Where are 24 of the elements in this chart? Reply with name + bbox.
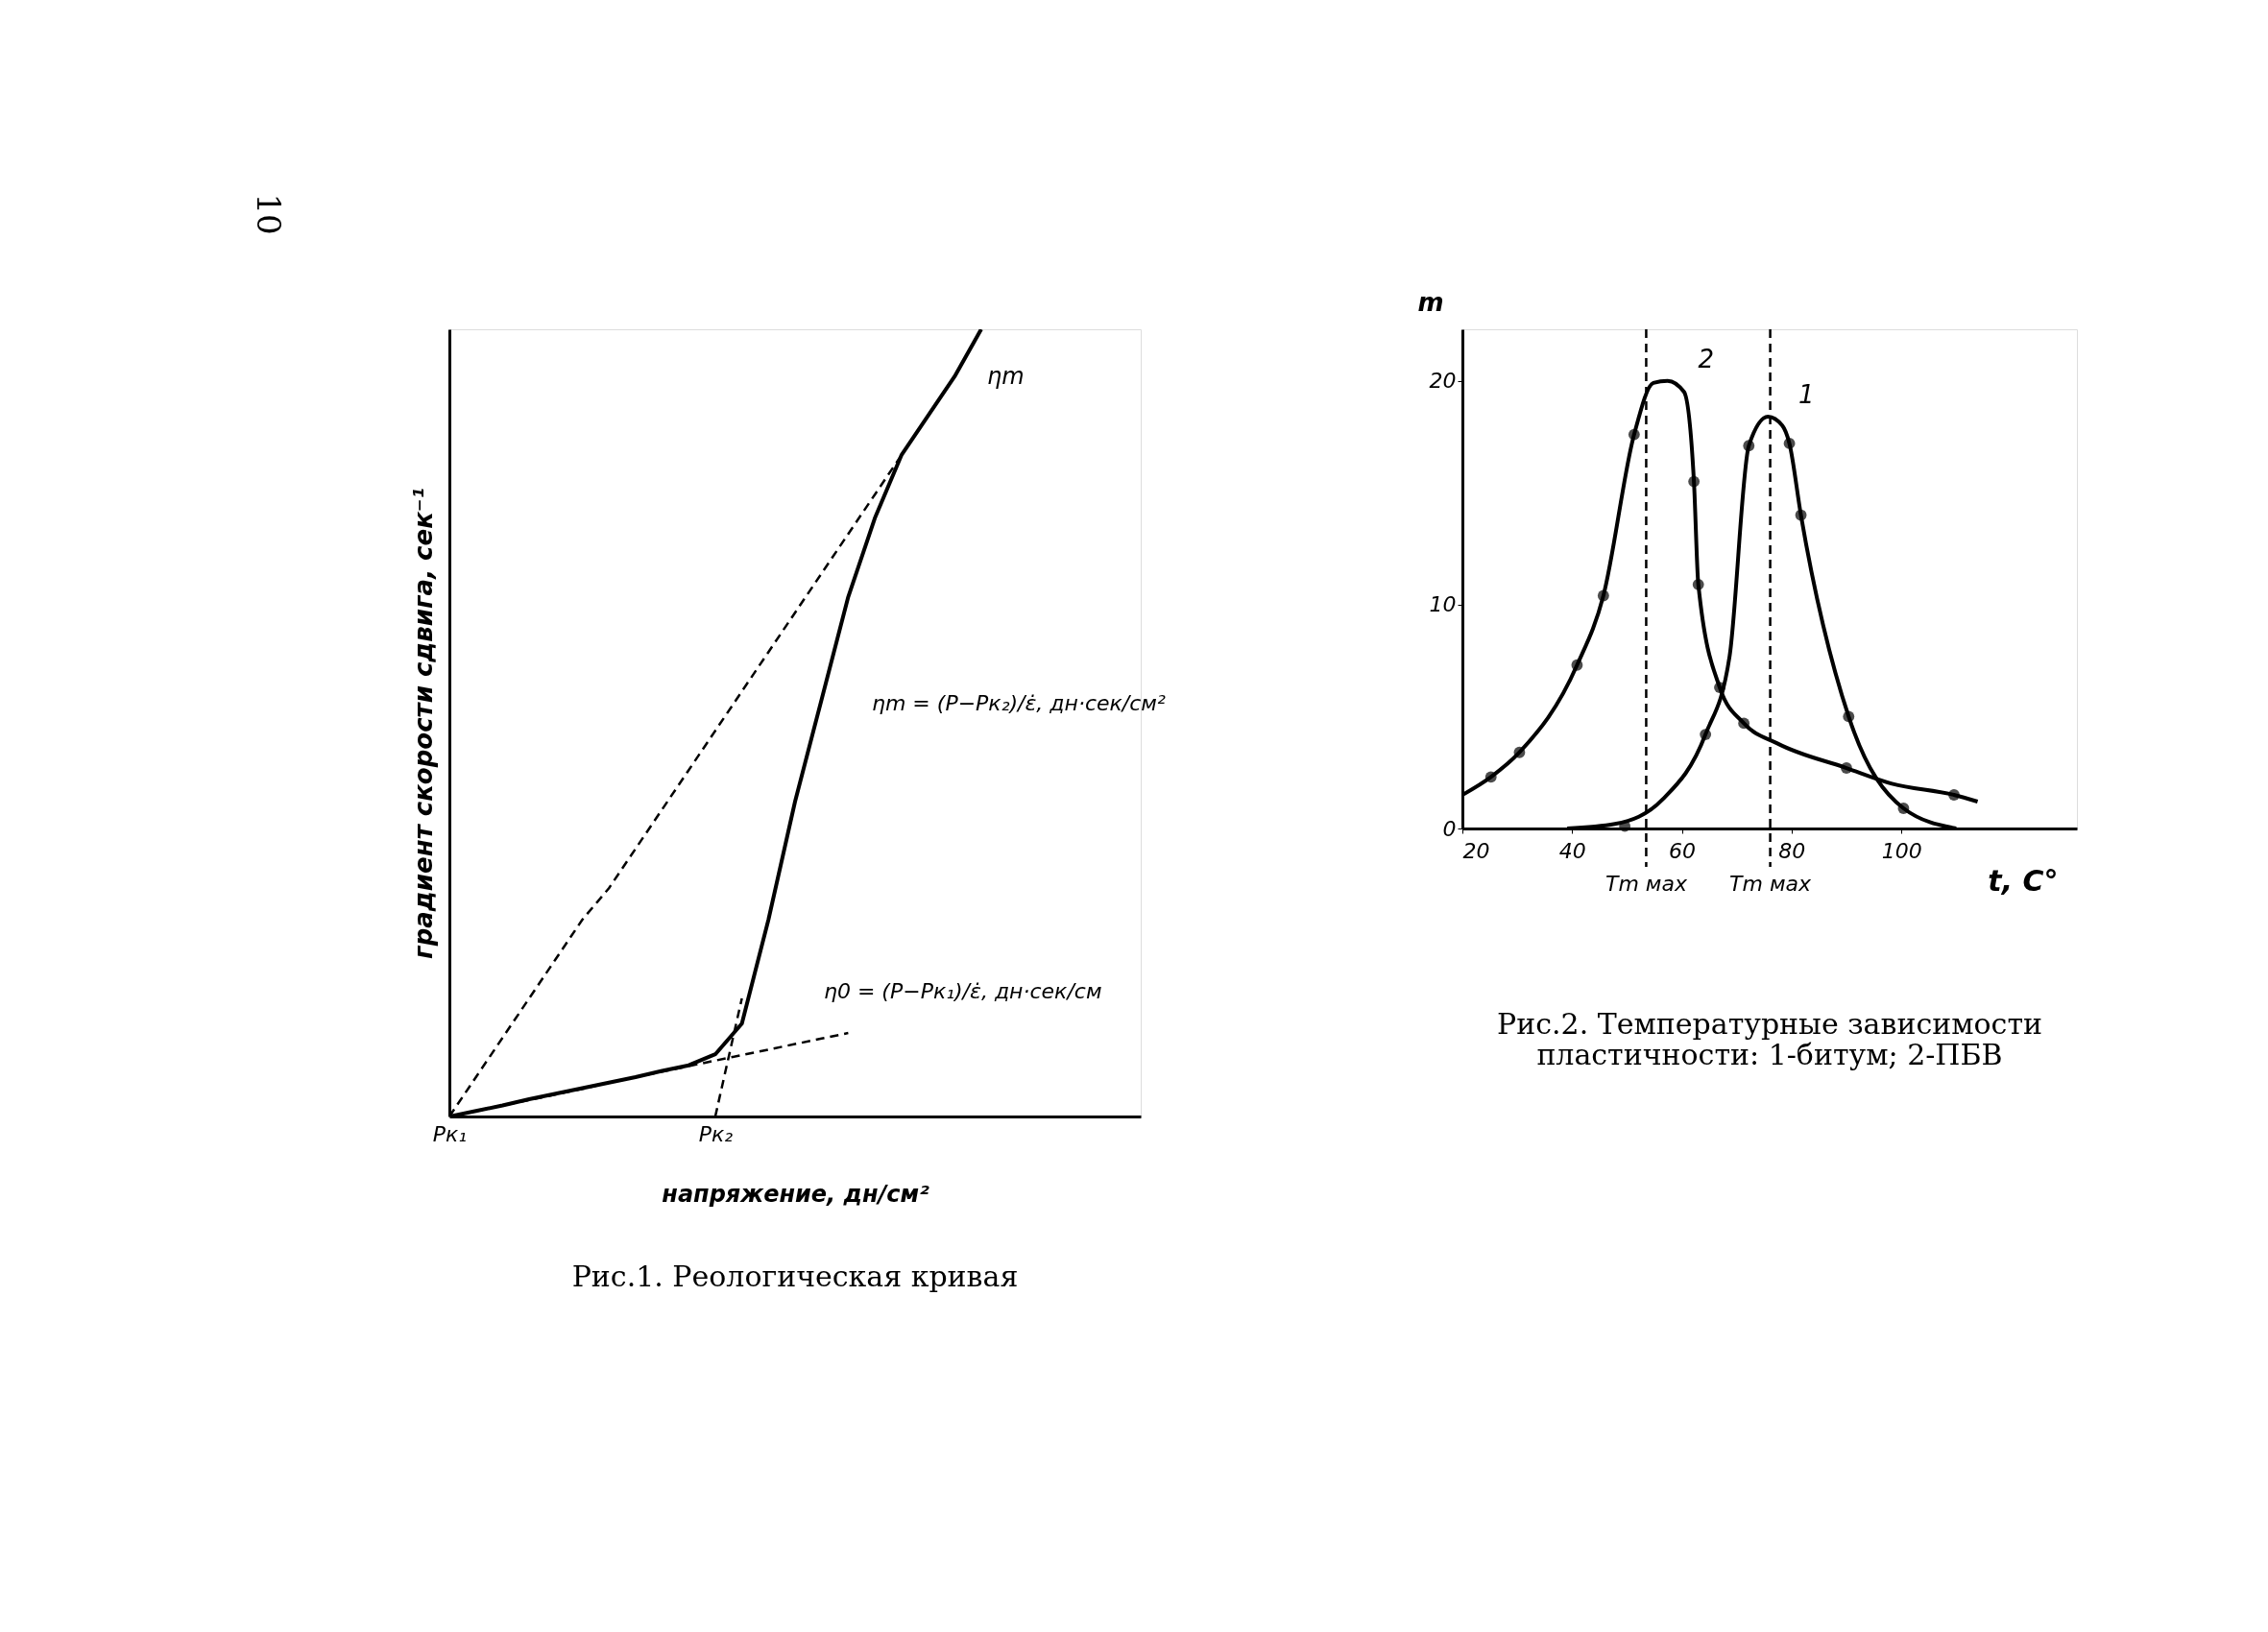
x-tick-label: 100	[1881, 838, 1922, 863]
x-tick-label: Pк₂	[698, 1121, 734, 1146]
x-tick-label: 60	[1669, 838, 1697, 863]
y-axis-title: m	[1417, 287, 1444, 317]
text: 10	[250, 193, 288, 235]
y-tick-label: 10	[1429, 592, 1457, 617]
y-tick-label: 0	[1442, 816, 1457, 841]
x-tick-label: Pк₁	[432, 1121, 468, 1146]
y-tick-label: 20	[1429, 369, 1457, 394]
x-tick-label: 80	[1778, 838, 1806, 863]
series-label: 2	[1698, 344, 1714, 373]
ref-line-label: Tm мах	[1729, 872, 1813, 896]
ref-line-label: Tm мах	[1604, 872, 1688, 896]
x-axis-title: t, C°	[1988, 863, 2059, 898]
x-tick-label: 40	[1558, 838, 1586, 863]
y-axis-title: градиент скорости сдвига, сек⁻¹	[408, 488, 438, 959]
annotation: η0 = (P−Pк₁)/ε̇, дн·сек/см	[824, 979, 1102, 1003]
text: Рис.1. Реологическая кривая	[571, 1260, 1019, 1293]
x-axis-title: напряжение, дн/см²	[662, 1180, 930, 1208]
x-tick-label: 20	[1462, 838, 1490, 863]
text: Рис.2. Температурные зависимости пластичности: 1-битум; 2-ПБВ	[1497, 1007, 2042, 1071]
annotation: ηm = (P−Pк₂)/ε̇, дн·сек/см²	[872, 691, 1166, 715]
annotation: ηm	[987, 363, 1025, 390]
series-label: 1	[1798, 379, 1815, 409]
